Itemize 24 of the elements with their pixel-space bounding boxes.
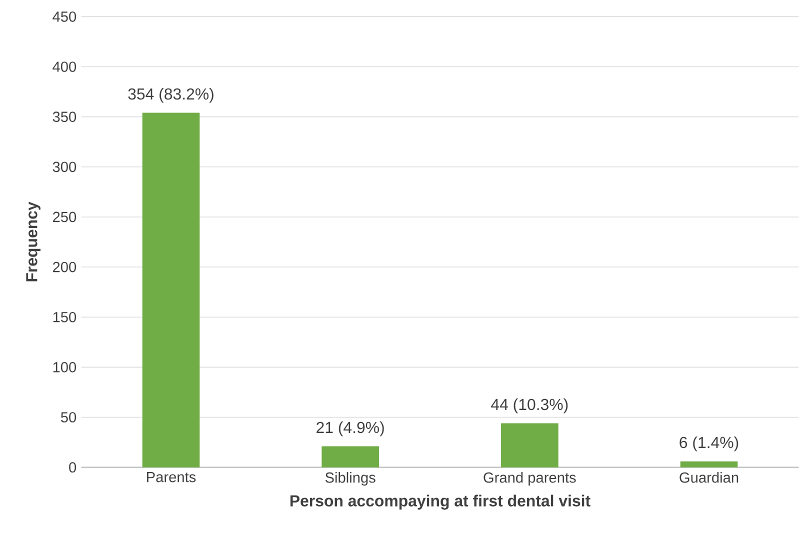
x-tick-label: Parents [147, 472, 196, 482]
x-tick-label: Siblings [325, 472, 376, 486]
y-tick-label: 200 [52, 262, 76, 272]
bar [501, 423, 558, 468]
x-tick-label: Grand parents [484, 472, 576, 486]
data-label: 354 (83.2%) [128, 88, 214, 103]
y-tick-label: 100 [53, 362, 76, 372]
y-tick-label: 250 [52, 212, 76, 222]
y-tick-label: 50 [60, 412, 76, 422]
data-label: 44 (10.3%) [491, 398, 568, 414]
y-tick-label: 300 [52, 162, 76, 172]
y-tick-label: 0 [69, 462, 76, 473]
bar [322, 446, 379, 468]
y-tick-label: 400 [52, 62, 76, 72]
data-label: 6 (1.4%) [680, 436, 738, 452]
y-tick-label: 450 [52, 12, 76, 22]
data-label: 21 (4.9%) [316, 421, 384, 436]
y-tick-label: 350 [52, 112, 76, 122]
bar [680, 461, 738, 468]
bar [142, 112, 200, 468]
x-axis-title: Person accompaying at first dental visit [290, 494, 590, 510]
y-tick-label: 150 [53, 312, 76, 322]
x-tick-label: Guardian [680, 472, 738, 483]
y-axis-title: Frequency [26, 202, 40, 282]
